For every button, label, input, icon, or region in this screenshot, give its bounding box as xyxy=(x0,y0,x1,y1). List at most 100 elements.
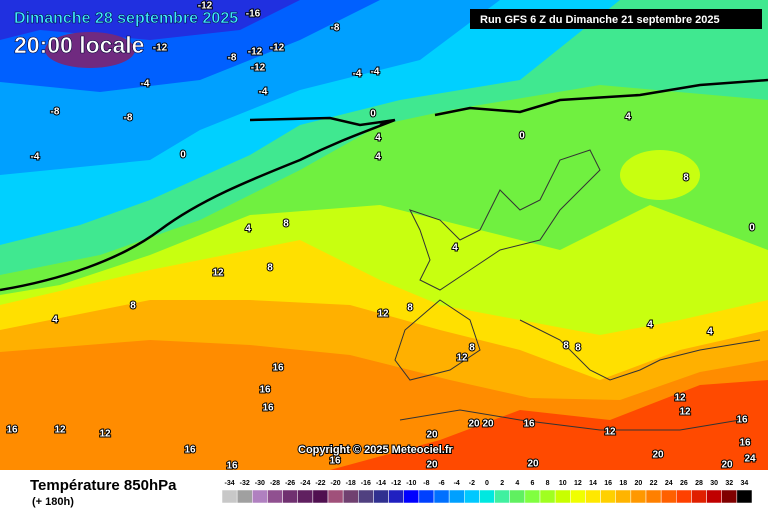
contour-label: 4 xyxy=(625,112,631,123)
scale-swatch xyxy=(585,489,601,504)
scale-label: 10 xyxy=(559,480,567,487)
scale-swatch xyxy=(403,489,420,504)
contour-label: -4 xyxy=(353,69,362,80)
scale-label: 18 xyxy=(619,480,627,487)
contour-label: 12 xyxy=(679,407,691,418)
scale-label: 4 xyxy=(515,480,519,487)
contour-label: 4 xyxy=(375,152,381,163)
contour-label: 0 xyxy=(749,223,755,234)
temperature-field xyxy=(0,0,768,470)
contour-label: 8 xyxy=(683,173,689,184)
scale-label: -10 xyxy=(406,480,416,487)
scale-label: 28 xyxy=(695,480,703,487)
run-box xyxy=(470,9,762,29)
contour-label: 12 xyxy=(674,393,686,404)
scale-label: 30 xyxy=(710,480,718,487)
scale-label: 34 xyxy=(741,480,749,487)
contour-label: 0 xyxy=(370,109,376,120)
scale-swatch xyxy=(630,489,647,504)
scale-label: 6 xyxy=(530,480,534,487)
contour-label: -8 xyxy=(331,23,340,34)
scale-label: -32 xyxy=(240,480,250,487)
contour-label: 24 xyxy=(744,454,756,465)
contour-label: 8 xyxy=(283,219,289,230)
scale-label: -12 xyxy=(391,480,401,487)
scale-label: -8 xyxy=(423,480,429,487)
contour-label: 16 xyxy=(736,415,748,426)
scale-swatch xyxy=(297,489,314,504)
contour-label: -4 xyxy=(31,152,40,163)
scale-label: -14 xyxy=(376,480,386,487)
scale-swatch xyxy=(660,489,677,504)
contour-label: -4 xyxy=(371,67,380,78)
contour-label: 20 xyxy=(468,419,480,430)
scale-label: -34 xyxy=(225,480,235,487)
scale-swatch xyxy=(282,489,298,504)
contour-label: 8 xyxy=(407,303,413,314)
scale-swatch xyxy=(645,489,662,504)
scale-label: -16 xyxy=(361,480,371,487)
scale-swatch xyxy=(388,489,404,504)
contour-label: -12 xyxy=(248,47,263,58)
contour-label: 16 xyxy=(523,419,535,430)
contour-label: -8 xyxy=(124,113,133,124)
contour-label: 12 xyxy=(604,427,616,438)
scale-swatch xyxy=(494,489,510,504)
scale-label: 26 xyxy=(680,480,688,487)
forecast-time: 20:00 locale xyxy=(14,32,144,58)
scale-swatch xyxy=(706,489,722,504)
forecast-date: Dimanche 28 septembre 2025 xyxy=(14,10,238,27)
contour-label: 20 xyxy=(527,459,539,470)
scale-swatch xyxy=(600,489,616,504)
contour-label: -4 xyxy=(259,87,268,98)
contour-label: 4 xyxy=(452,243,458,254)
scale-swatch xyxy=(342,489,359,504)
contour-label: 8 xyxy=(469,343,475,354)
scale-label: -6 xyxy=(438,480,444,487)
scale-label: 2 xyxy=(500,480,504,487)
scale-label: -18 xyxy=(346,480,356,487)
scale-swatch xyxy=(373,489,389,504)
coastlines xyxy=(394,149,761,431)
scale-swatch xyxy=(464,489,480,504)
scale-swatch xyxy=(479,489,495,504)
contour-label: -8 xyxy=(228,53,237,64)
zero-isotherm xyxy=(0,78,768,292)
scale-label: 32 xyxy=(725,480,733,487)
scale-label: 8 xyxy=(546,480,550,487)
scale-swatch xyxy=(736,489,753,504)
scale-label: 16 xyxy=(604,480,612,487)
contour-label: 12 xyxy=(99,429,111,440)
scale-swatch xyxy=(252,489,268,504)
contour-label: 20 xyxy=(482,419,494,430)
scale-label: 12 xyxy=(574,480,582,487)
scale-label: -30 xyxy=(255,480,265,487)
contour-label: 16 xyxy=(226,461,238,472)
contour-label: 4 xyxy=(647,320,653,331)
scale-swatch xyxy=(509,489,526,504)
contour-label: 4 xyxy=(245,224,251,235)
contour-label: -12 xyxy=(251,63,266,74)
contour-label: 20 xyxy=(652,450,664,461)
scale-label: 0 xyxy=(485,480,489,487)
contour-label: 0 xyxy=(519,131,525,142)
contour-label: -4 xyxy=(141,79,150,90)
footer-title: Température 850hPa xyxy=(30,477,177,494)
scale-label: -22 xyxy=(315,480,325,487)
scale-label: 22 xyxy=(650,480,658,487)
scale-label: -24 xyxy=(300,480,310,487)
contour-label: 16 xyxy=(262,403,274,414)
contour-label: 8 xyxy=(563,341,569,352)
contour-label: 12 xyxy=(212,268,224,279)
scale-swatch xyxy=(615,489,632,504)
contour-label: 16 xyxy=(6,425,18,436)
contour-label: 4 xyxy=(707,327,713,338)
scale-label: 14 xyxy=(589,480,597,487)
color-scale: -34 -32 -30 -28 -26 -24 -22 -20 -18 -16 -14 -12 -10-… xyxy=(221,480,753,504)
contour-label: 8 xyxy=(130,301,136,312)
footer-lead: (+ 180h) xyxy=(32,496,74,508)
scale-swatch xyxy=(418,489,435,504)
scale-swatch xyxy=(539,489,556,504)
contour-label: 12 xyxy=(456,353,468,364)
